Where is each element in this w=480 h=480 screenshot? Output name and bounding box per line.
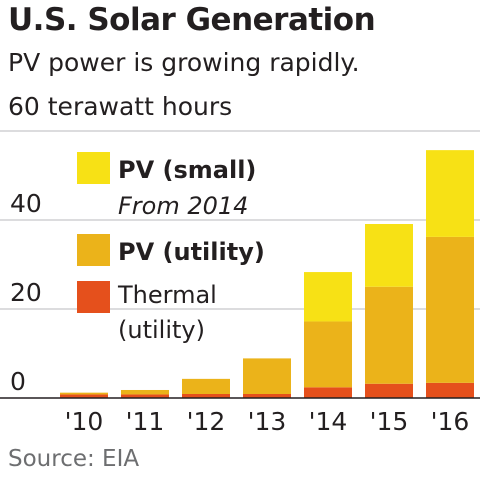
- bar-segment: [304, 272, 352, 322]
- bar-segment: [60, 394, 108, 398]
- bar-segment: [182, 378, 230, 394]
- legend-note: From 2014: [118, 192, 248, 220]
- bar-segment: [365, 383, 413, 398]
- legend-note: (utility): [118, 316, 205, 344]
- x-tick-label: '10: [65, 407, 104, 436]
- bars: [60, 150, 474, 398]
- bar-segment: [243, 358, 291, 394]
- x-tick-label: '13: [248, 407, 287, 436]
- y-tick-label: 40: [10, 189, 42, 218]
- bar-segment: [426, 236, 474, 383]
- bar-segment: [304, 321, 352, 388]
- x-tick-label: '15: [370, 407, 409, 436]
- y-tick-labels: 40 20 0: [10, 189, 42, 396]
- source-note: Source: EIA: [8, 446, 140, 472]
- chart-title: U.S. Solar Generation: [8, 2, 376, 38]
- y-axis-label: 60 terawatt hours: [8, 92, 233, 121]
- bar-segment: [426, 382, 474, 398]
- x-tick-labels: '10 '11 '12 '13 '14 '15 '16: [65, 407, 470, 436]
- legend-label: Thermal: [117, 281, 217, 309]
- y-tick-label: 0: [10, 367, 26, 396]
- y-tick-label: 20: [10, 278, 42, 307]
- bar-segment: [60, 392, 108, 395]
- x-tick-label: '14: [309, 407, 348, 436]
- x-tick-label: '12: [187, 407, 226, 436]
- legend-swatch: [77, 281, 110, 313]
- bar-segment: [243, 393, 291, 398]
- legend-swatch: [77, 234, 110, 266]
- legend-label: PV (small): [118, 156, 256, 184]
- bar-segment: [304, 387, 352, 398]
- bar-segment: [182, 393, 230, 398]
- chart-subtitle: PV power is growing rapidly.: [8, 48, 360, 77]
- bar-segment: [365, 224, 413, 287]
- bar-segment: [121, 389, 169, 395]
- legend-swatch: [77, 152, 110, 184]
- x-tick-label: '16: [431, 407, 470, 436]
- x-tick-label: '11: [126, 407, 165, 436]
- bar-segment: [121, 394, 169, 398]
- bar-segment: [426, 150, 474, 237]
- legend-label: PV (utility): [118, 238, 265, 266]
- bar-segment: [365, 286, 413, 384]
- legend: PV (small) From 2014 PV (utility) Thermal (u…: [77, 152, 265, 344]
